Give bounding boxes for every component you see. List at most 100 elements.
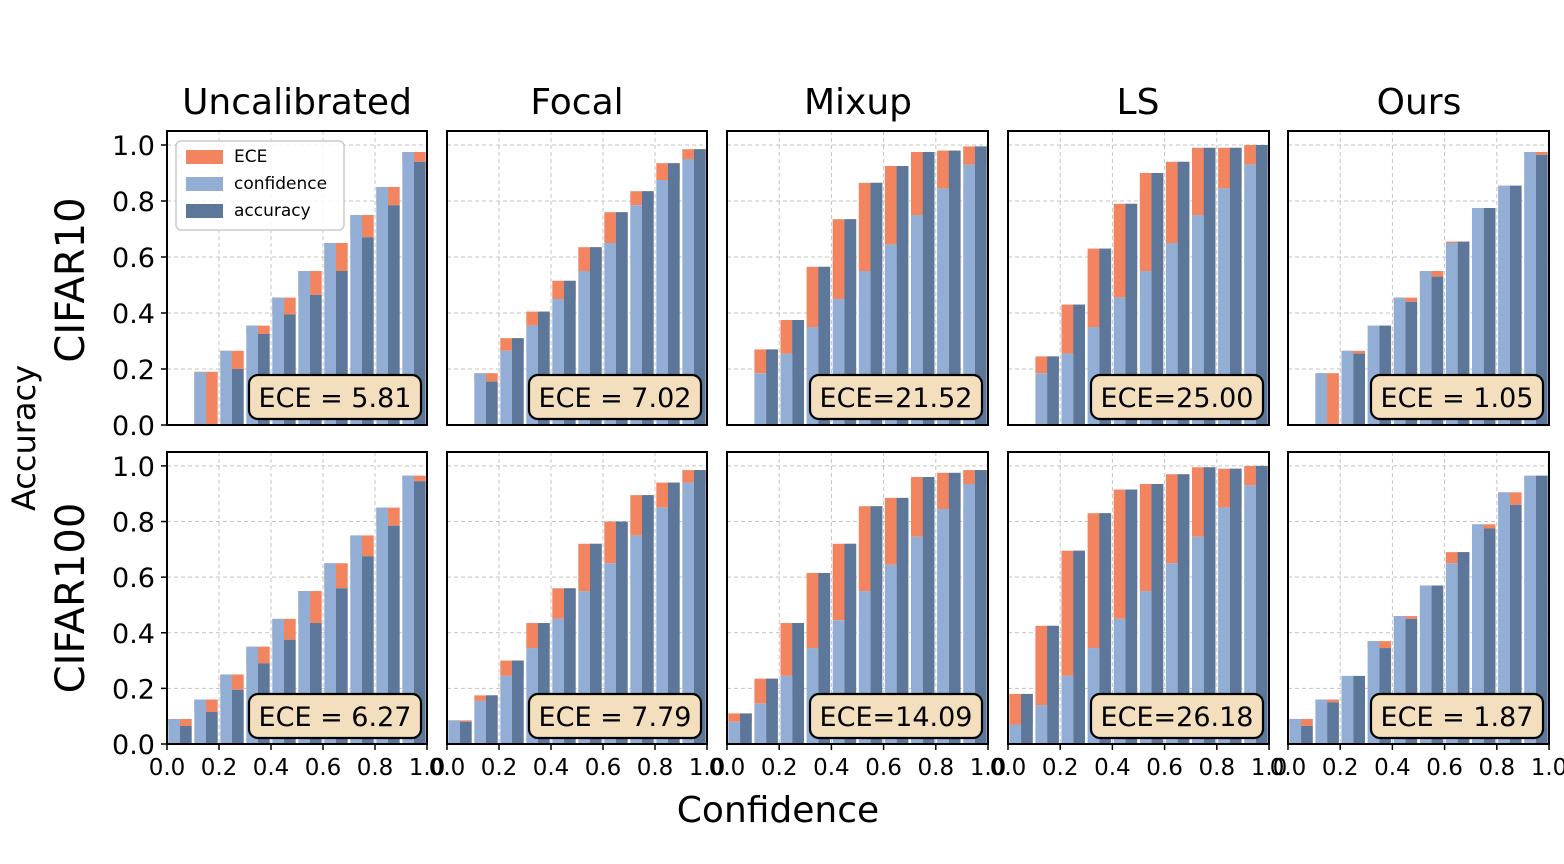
y-axis-label: Accuracy	[5, 365, 43, 511]
confidence-bar	[1244, 164, 1256, 425]
panel-cifar100-focal: ECE = 7.79 0.0 0.2 0.4 0.6 0.8 1.0	[429, 451, 725, 781]
confidence-bar	[1419, 271, 1432, 425]
row-title-cifar100: CIFAR100	[48, 503, 94, 694]
accuracy-bar	[668, 163, 680, 425]
y-tick-label: 1.0	[112, 452, 155, 483]
accuracy-bar	[1073, 304, 1085, 425]
x-tick-label: 0.6	[305, 755, 342, 781]
x-axis-label: Confidence	[677, 790, 879, 831]
confidence-bar	[220, 350, 232, 425]
confidence-bar	[1341, 675, 1354, 744]
accuracy-bar	[1047, 625, 1059, 744]
ece-annotation-box	[1369, 373, 1545, 421]
accuracy-bar	[1203, 147, 1216, 426]
confidence-bar	[656, 507, 668, 744]
confidence-bar	[1498, 185, 1510, 425]
panel-frame	[1007, 451, 1270, 745]
panels: ECE = 5.81 0.0 0.2 0.4 0.6 0.8 1.0 ECE = 7.02 EC…	[112, 130, 1564, 781]
confidence-bar	[350, 215, 362, 425]
accuracy-bar	[766, 678, 778, 744]
confidence-bar	[298, 271, 310, 425]
panel-frame	[726, 451, 989, 745]
legend-swatch-ece	[186, 150, 223, 164]
panel-cifar100-ours: ECE = 1.87 0.0 0.2 0.4 0.6 0.8 1.0	[1270, 451, 1564, 781]
panel-cifar100-mixup: ECE=14.09 0.0 0.2 0.4 0.6 0.8 1.0	[709, 451, 1007, 781]
x-tick-label: 1.0	[409, 755, 446, 781]
accuracy-bar	[310, 294, 322, 425]
accuracy-bar	[818, 572, 831, 744]
accuracy-bar	[336, 271, 348, 425]
panel-frame	[166, 451, 428, 745]
confidence-bar	[884, 244, 897, 425]
accuracy-bar	[1405, 618, 1418, 744]
confidence-bar	[324, 243, 336, 425]
accuracy-bar	[792, 623, 804, 744]
accuracy-bar	[616, 212, 628, 425]
accuracy-bar	[896, 497, 909, 744]
accuracy-bar	[974, 470, 987, 744]
confidence-bar	[682, 482, 694, 744]
col-title-mixup: Mixup	[804, 82, 912, 123]
y-tick-label: 0.4	[112, 299, 155, 330]
confidence-bar	[1087, 327, 1100, 425]
confidence-bar	[194, 699, 206, 744]
x-tick-label: 0.0	[709, 755, 746, 781]
accuracy-bar	[1457, 552, 1470, 744]
y-tick-label: 0.0	[112, 411, 155, 442]
confidence-bar	[780, 353, 793, 425]
confidence-bar	[376, 507, 388, 744]
confidence-bar	[402, 152, 414, 425]
x-tick-label: 0.2	[481, 755, 518, 781]
legend-label-ece: ECE	[234, 147, 267, 167]
accuracy-bar	[1177, 161, 1190, 426]
panel-frame	[446, 451, 708, 745]
x-tick-label: 1.0	[1251, 755, 1288, 781]
panel-frame	[1287, 130, 1550, 426]
panel-cifar100-ls: ECE=26.18 0.0 0.2 0.4 0.6 0.8 1.0	[990, 451, 1288, 781]
confidence-bar	[376, 187, 388, 425]
accuracy-bar	[668, 482, 680, 744]
confidence-bar	[1524, 152, 1536, 425]
confidence-bar	[552, 299, 564, 425]
ece-annotation-box	[1369, 692, 1545, 740]
ece-annotation-box	[1089, 373, 1265, 421]
confidence-bar	[858, 591, 871, 744]
confidence-bar	[448, 720, 460, 744]
accuracy-bar	[232, 689, 244, 744]
accuracy-bar	[974, 146, 987, 425]
accuracy-bar	[1125, 489, 1138, 744]
accuracy-bar	[460, 721, 472, 744]
ece-annotation-text: ECE=14.09	[820, 702, 973, 733]
confidence-bar	[806, 327, 819, 425]
accuracy-bar	[922, 477, 935, 744]
accuracy-bar	[642, 191, 654, 425]
ece-annotation-text: ECE = 7.79	[539, 702, 692, 733]
accuracy-bar	[1229, 147, 1242, 426]
accuracy-bar	[922, 152, 935, 425]
x-tick-label: 0.8	[1199, 755, 1236, 781]
accuracy-bar	[766, 349, 778, 425]
accuracy-bar	[1353, 353, 1365, 425]
accuracy-bar	[1509, 185, 1522, 425]
accuracy-bar	[1327, 702, 1339, 744]
confidence-bar	[1472, 208, 1484, 425]
confidence-bar	[1192, 215, 1204, 425]
confidence-bar	[1498, 492, 1510, 744]
confidence-bar	[194, 371, 206, 425]
accuracy-bar	[844, 543, 857, 744]
confidence-bar	[1009, 724, 1022, 744]
x-tick-label: 1.0	[970, 755, 1007, 781]
confidence-bar	[246, 325, 258, 425]
ece-annotation-text: ECE = 1.05	[1381, 383, 1534, 414]
accuracy-bar	[1535, 475, 1548, 744]
confidence-bar	[1113, 618, 1126, 744]
legend-label-confidence: confidence	[234, 174, 327, 194]
panel-cifar10-ours: ECE = 1.05	[1287, 130, 1550, 426]
y-tick-label: 1.0	[112, 131, 155, 162]
confidence-bar	[220, 674, 232, 744]
legend-label-accuracy: accuracy	[234, 201, 311, 221]
panel-frame	[726, 130, 989, 426]
accuracy-bar	[388, 525, 400, 744]
confidence-bar	[474, 373, 486, 425]
confidence-bar	[1289, 718, 1302, 744]
